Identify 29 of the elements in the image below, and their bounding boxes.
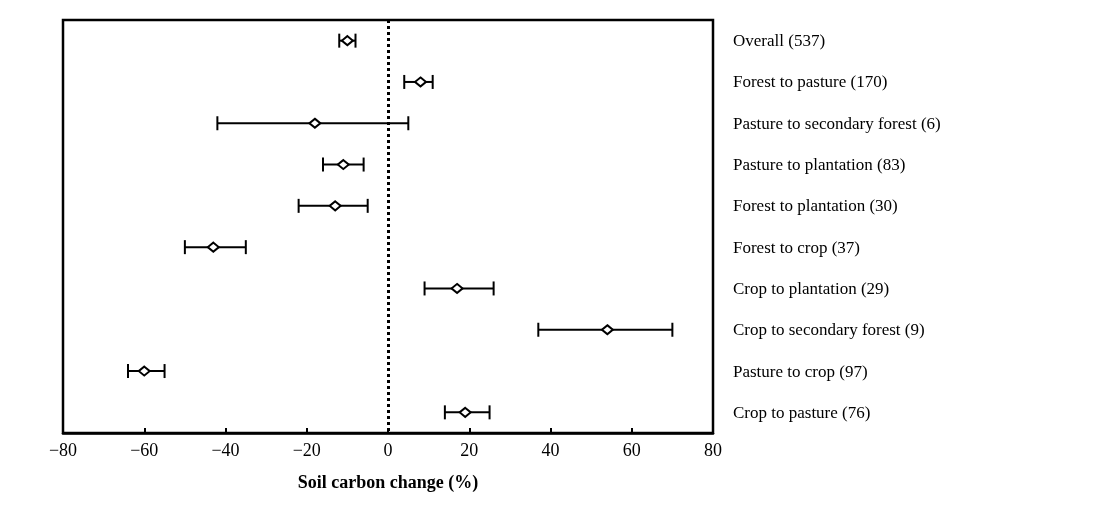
x-tick-label: 80 (704, 440, 722, 460)
point (206, 241, 220, 253)
point (336, 159, 350, 171)
point (600, 324, 614, 336)
y-tick-label: Overall (537) (733, 31, 826, 51)
point (328, 200, 342, 212)
point (137, 365, 151, 377)
x-tick-label: −40 (211, 440, 240, 460)
y-tick-label: Crop to pasture (76) (733, 402, 871, 422)
y-tick-label: Pasture to plantation (83) (733, 155, 906, 175)
x-tick-label: 20 (460, 440, 479, 460)
y-tick-label: Forest to plantation (30) (733, 196, 898, 216)
y-tick-label: Pasture to secondary forest (6) (733, 113, 941, 133)
y-tick-label: Forest to pasture (170) (733, 72, 888, 92)
y-tick-label: Crop to secondary forest (9) (733, 320, 925, 340)
y-tick-label: Pasture to crop (97) (733, 361, 868, 381)
x-tick-label: −80 (48, 440, 78, 460)
x-tick-label: −20 (292, 440, 321, 460)
point (450, 282, 464, 294)
x-axis-title: Soil carbon change (%) (297, 472, 479, 493)
y-tick-label: Crop to plantation (29) (733, 278, 890, 298)
point (458, 406, 472, 418)
point (308, 117, 322, 129)
x-tick-label: −60 (130, 440, 159, 460)
y-tick-label: Forest to crop (37) (733, 237, 861, 257)
point (414, 76, 427, 88)
x-tick-label: 0 (383, 440, 393, 460)
x-tick-label: 40 (541, 440, 560, 460)
x-tick-label: 60 (622, 440, 641, 460)
